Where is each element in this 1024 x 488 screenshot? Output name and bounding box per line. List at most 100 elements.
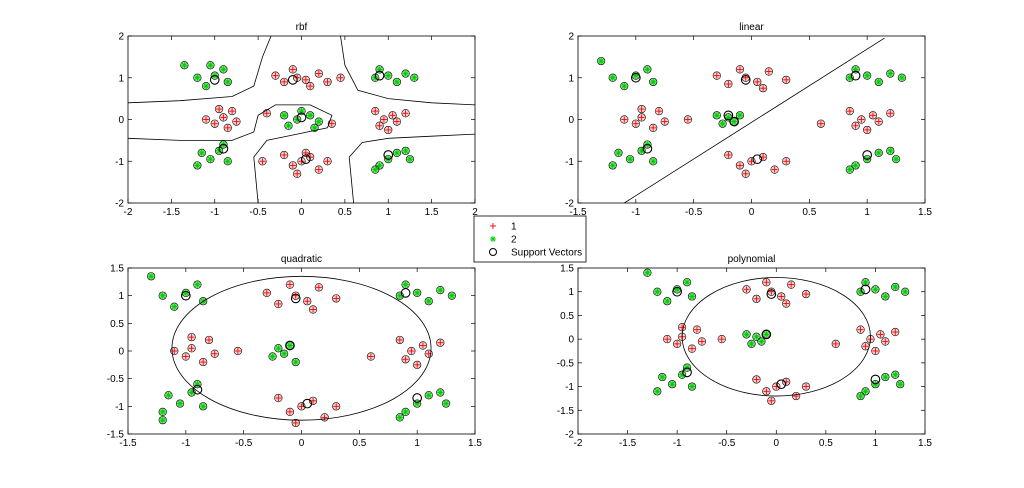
- point-class-2-d2: [864, 73, 870, 79]
- point-class-2: [402, 408, 409, 415]
- point-class-1: [211, 350, 218, 357]
- support-vector: [290, 293, 301, 304]
- point-class-2: [731, 118, 738, 125]
- point-class-2: [307, 112, 314, 119]
- point-class-2-d2: [307, 112, 313, 118]
- point-class-2-d2: [731, 119, 737, 125]
- point-class-2: [414, 289, 421, 296]
- point-class-1: [679, 324, 686, 331]
- point-class-1: [372, 108, 379, 115]
- point-class-1: [725, 151, 732, 158]
- point-class-2: [181, 62, 188, 69]
- point-class-2-d2: [892, 372, 898, 378]
- point-class-1: [832, 340, 839, 347]
- x-tick-label: -1.5: [119, 438, 137, 449]
- x-tick-label: 1: [864, 207, 870, 218]
- y-tick-label: -1: [565, 157, 574, 168]
- x-tick-label: 1.5: [918, 207, 932, 218]
- point-class-2: [182, 289, 189, 296]
- point-class-2: [725, 114, 732, 121]
- point-class-2: [425, 392, 432, 399]
- point-class-1: [689, 345, 696, 352]
- point-class-2-d2: [882, 293, 888, 299]
- point-class-2: [171, 303, 178, 310]
- point-class-2-d2: [720, 121, 726, 127]
- point-class-1: [872, 348, 879, 354]
- axes-frame: [127, 35, 476, 204]
- point-class-1: [753, 376, 760, 383]
- point-class-2: [393, 78, 400, 85]
- point-class-2-d2: [203, 83, 209, 89]
- legend-label: Support Vectors: [511, 248, 582, 259]
- x-tick-label: 1: [385, 207, 391, 218]
- y-tick-label: -0.5: [557, 358, 575, 369]
- point-class-2-d2: [737, 112, 743, 118]
- support-vector: [682, 367, 692, 378]
- support-vector: [630, 72, 641, 83]
- point-class-2: [875, 78, 882, 85]
- point-class-1: [211, 120, 218, 127]
- point-class-2: [872, 286, 879, 293]
- subplot-rbf: rbf -2 -1.5 -1 -0.5 0 0.5 1 1.5 2 -2 -1 0 1 2: [115, 22, 478, 218]
- point-class-2-d2: [758, 338, 764, 345]
- point-class-2: [887, 147, 894, 154]
- decision-boundary-1: [128, 104, 333, 203]
- point-class-1: [263, 289, 270, 296]
- point-class-2-d2: [377, 66, 383, 72]
- point-class-2: [627, 156, 634, 163]
- point-class-2: [650, 158, 657, 165]
- point-class-2: [207, 62, 214, 69]
- point-class-1: [188, 334, 195, 341]
- subplot-title: polynomial: [728, 254, 776, 265]
- point-class-2: [664, 298, 671, 305]
- y-tick-label: 0: [118, 347, 124, 358]
- point-class-2: [892, 283, 899, 290]
- y-tick-label: 2: [118, 32, 124, 43]
- point-class-2: [743, 331, 750, 338]
- point-class-1: [205, 336, 212, 343]
- subplot-title: quadratic: [281, 254, 322, 265]
- point-class-1: [188, 345, 195, 352]
- point-class-1: [203, 116, 210, 123]
- point-class-2: [659, 374, 666, 381]
- x-tick-label: 0: [774, 438, 780, 449]
- point-class-2: [852, 66, 859, 73]
- point-class-2-d2: [275, 345, 281, 351]
- point-class-1: [718, 336, 725, 343]
- point-class-2: [437, 287, 444, 294]
- point-class-2-d2: [887, 148, 893, 154]
- support-vector: [723, 110, 734, 121]
- point-class-2-d2: [394, 150, 400, 156]
- point-class-1: [661, 118, 668, 125]
- point-class-2: [902, 288, 909, 295]
- point-class-2-d2: [194, 75, 200, 81]
- point-class-2-d2: [443, 401, 449, 407]
- point-class-1: [743, 286, 750, 293]
- point-class-1: [328, 120, 335, 127]
- point-class-1: [233, 118, 240, 125]
- point-class-1: [419, 342, 426, 349]
- point-class-2-d2: [287, 342, 293, 348]
- point-class-2: [689, 383, 696, 390]
- point-class-2: [315, 118, 322, 125]
- point-class-2-d2: [449, 293, 455, 299]
- point-class-2-d2: [411, 75, 417, 81]
- support-vector: [287, 74, 298, 85]
- point-class-1: [864, 126, 871, 133]
- y-tick-label: -1.5: [107, 430, 125, 441]
- point-class-2: [402, 70, 409, 77]
- point-class-1: [783, 76, 790, 83]
- point-class-2-d2: [876, 79, 882, 85]
- decision-boundary: [171, 275, 432, 421]
- point-class-2-d2: [407, 156, 413, 162]
- point-class-1: [402, 110, 409, 117]
- point-class-2-d2: [689, 384, 695, 390]
- point-class-2-d2: [689, 293, 695, 299]
- support-vector: [672, 286, 682, 297]
- point-class-2-d2: [165, 392, 172, 398]
- point-class-1: [852, 122, 859, 129]
- point-class-2-d2: [194, 282, 200, 288]
- point-class-2-d2: [659, 374, 665, 380]
- point-class-2-d2: [397, 414, 403, 420]
- point-class-2-d2: [207, 62, 213, 68]
